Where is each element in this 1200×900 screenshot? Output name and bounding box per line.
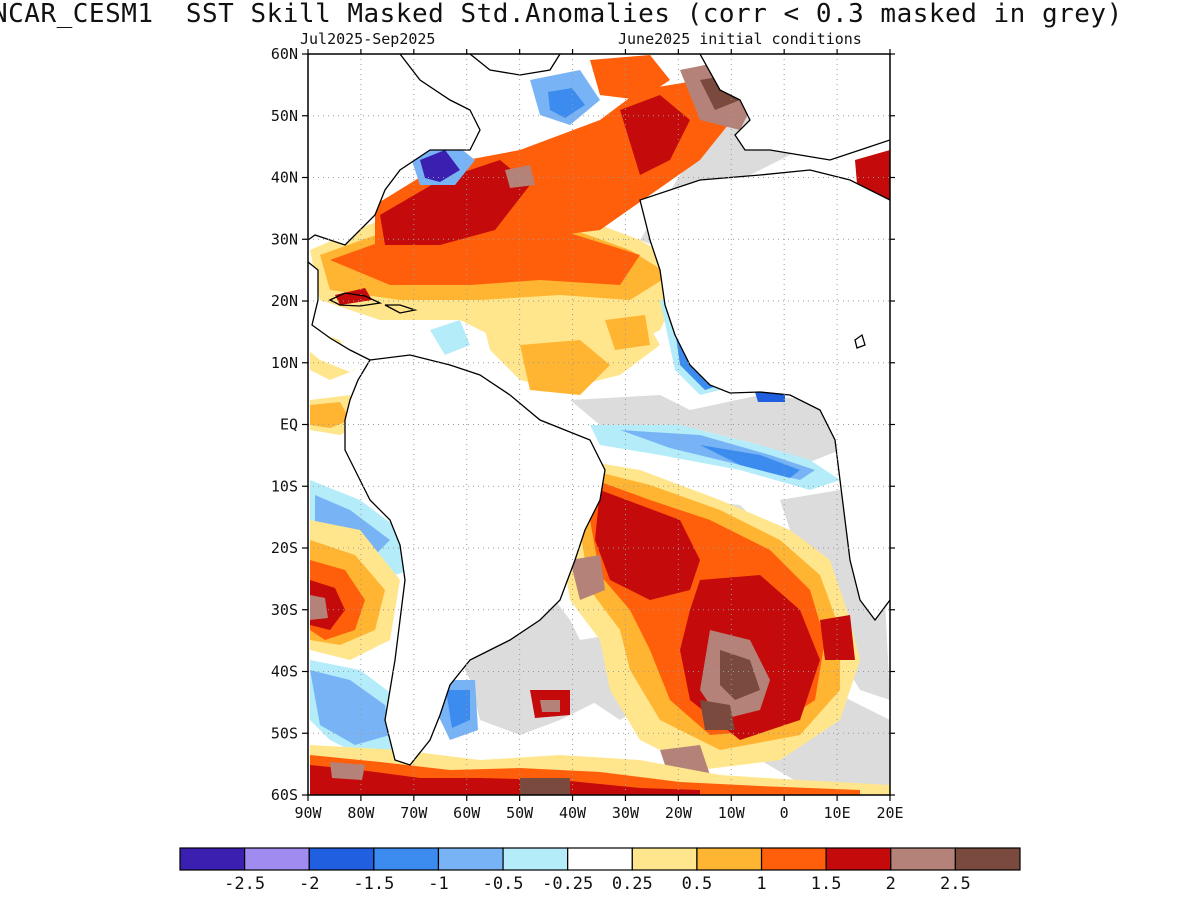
colorbar: -2.5 -2 -1.5 -1 -0.5 -0.25 0.25 0.5 1 1.5 2 2.5: [179, 847, 1021, 894]
lat-tick-label: 50N: [271, 107, 298, 125]
colorbar-label: -0.25: [542, 874, 593, 894]
lon-tick-label: 0: [780, 804, 789, 822]
lon-tick-label: 90W: [294, 804, 322, 822]
colorbar-swatch: [437, 847, 504, 871]
colorbar-swatch: [373, 847, 440, 871]
colorbar-swatch: [825, 847, 892, 871]
colorbar-swatch: [308, 847, 375, 871]
valid-period: Jul2025-Sep2025: [300, 30, 436, 48]
lon-tick-label: 10E: [824, 804, 851, 822]
lat-tick-label: 10N: [271, 354, 298, 372]
lon-tick-label: 30W: [612, 804, 640, 822]
lat-tick-label: 60S: [271, 786, 298, 804]
colorbar-label: -1.5: [353, 874, 394, 894]
latitude-axis: 60N 50N 40N 30N 20N 10N EQ 10S 20S 30S 40S 50S 60S: [271, 45, 895, 804]
lon-tick-label: 20E: [876, 804, 903, 822]
colorbar-swatch: [890, 847, 956, 871]
colorbar-swatch: [696, 847, 763, 871]
lon-tick-label: 40W: [559, 804, 587, 822]
lat-tick-label: 50S: [271, 724, 298, 742]
colorbar-label: 0.5: [682, 874, 713, 894]
lat-tick-label: 30S: [271, 601, 298, 619]
map-grid: [308, 54, 890, 795]
lat-tick-label: 20N: [271, 292, 298, 310]
colorbar-label: -1: [428, 874, 448, 894]
map-title: NCAR_CESM1 SST Skill Masked Std.Anomalie…: [0, 0, 1123, 29]
lon-tick-label: 60W: [453, 804, 481, 822]
colorbar-swatch: [954, 847, 1021, 871]
colorbar-label: -2: [299, 874, 319, 894]
lat-tick-label: 40N: [271, 169, 298, 187]
lat-tick-label: 10S: [271, 477, 298, 495]
initial-conditions: June2025 initial conditions: [618, 30, 862, 48]
lat-tick-label: EQ: [280, 416, 298, 434]
lat-tick-label: 40S: [271, 663, 298, 681]
lon-tick-label: 20W: [665, 804, 693, 822]
lon-tick-label: 70W: [400, 804, 428, 822]
longitude-axis: 90W 80W 70W 60W 50W 40W 30W 20W 10W 0 10E 20E: [294, 49, 904, 822]
lat-tick-label: 20S: [271, 539, 298, 557]
colorbar-label: 2.5: [940, 874, 971, 894]
colorbar-label: 0.25: [612, 874, 653, 894]
lon-tick-label: 50W: [506, 804, 534, 822]
lon-tick-label: 10W: [718, 804, 746, 822]
lat-tick-label: 30N: [271, 230, 298, 248]
lon-tick-label: 80W: [347, 804, 375, 822]
colorbar-label: -2.5: [224, 874, 265, 894]
colorbar-swatch: [179, 847, 246, 871]
colorbar-swatch: [631, 847, 698, 871]
lat-tick-label: 60N: [271, 45, 298, 63]
colorbar-swatch: [760, 847, 827, 871]
colorbar-label: -0.5: [483, 874, 524, 894]
colorbar-label: 1: [756, 874, 766, 894]
anomaly-shading: [310, 55, 890, 795]
colorbar-swatch: [502, 847, 569, 871]
colorbar-label: 1.5: [811, 874, 842, 894]
colorbar-swatch: [567, 847, 633, 871]
colorbar-label: 2: [886, 874, 896, 894]
colorbar-swatch: [244, 847, 310, 871]
land-areas: [308, 54, 890, 765]
map-field: [308, 54, 890, 795]
